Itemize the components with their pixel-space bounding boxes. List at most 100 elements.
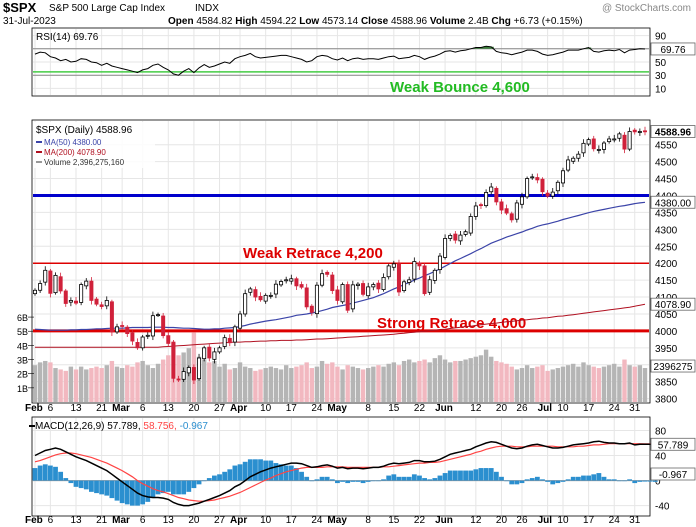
- strong-retrace-annotation: Strong Retrace 4,000: [377, 315, 526, 332]
- candle-body: [53, 274, 58, 294]
- macd-histogram-bar: [370, 480, 376, 482]
- candle-body: [591, 138, 596, 150]
- volume-bar: [217, 366, 222, 402]
- macd-histogram-bar: [119, 480, 125, 504]
- macd-histogram-bar: [294, 468, 299, 481]
- macd-histogram-bar: [109, 480, 115, 499]
- legend-entry: MA(50) 4380.00: [44, 138, 102, 147]
- macd-histogram-bar: [222, 471, 228, 481]
- x-tick-label: 13: [163, 403, 175, 414]
- macd-histogram-bar: [652, 480, 658, 482]
- macd-histogram-bar: [586, 475, 592, 481]
- candle-body: [422, 265, 427, 295]
- macd-histogram-bar: [288, 465, 294, 481]
- volume-bar: [422, 359, 427, 402]
- volume-bar: [335, 366, 340, 402]
- macd-histogram-bar: [468, 470, 474, 481]
- x-tick-label: Mar: [112, 515, 130, 526]
- macd-label-part: 58.756,: [143, 421, 179, 432]
- candle-body: [335, 289, 340, 301]
- volume-tick-label: 5B: [17, 327, 28, 337]
- price-value-box: [650, 195, 696, 209]
- x-tick-label: 8: [365, 403, 371, 414]
- rsi-line: [34, 45, 646, 76]
- macd-tick-label: 0: [655, 477, 661, 488]
- volume-bar: [376, 365, 381, 402]
- candle-body: [38, 283, 43, 291]
- x-tick-label: 13: [163, 515, 175, 526]
- volume-bar: [160, 359, 166, 402]
- volume-bar: [294, 366, 299, 402]
- volume-bar: [207, 362, 212, 402]
- candle-body: [273, 283, 278, 295]
- candle-body: [299, 284, 304, 288]
- candle-body: [412, 261, 417, 280]
- x-tick-label: Jun: [435, 403, 453, 414]
- candle-body: [468, 216, 473, 234]
- candle-body: [99, 304, 104, 307]
- macd-histogram-bar: [319, 476, 325, 481]
- x-tick-label: 13: [70, 515, 82, 526]
- macd-hist-value: -0.967: [659, 470, 688, 481]
- macd-label-part: -0.967: [180, 421, 209, 432]
- x-tick-label: 20: [188, 515, 200, 526]
- macd-histogram-bar: [422, 478, 427, 481]
- macd-histogram-bar: [611, 479, 617, 481]
- volume-bar: [273, 368, 279, 402]
- watermark: @ StockCharts.com: [602, 3, 691, 14]
- x-tick-label: 31: [629, 515, 641, 526]
- volume-bar: [601, 366, 607, 402]
- candle-body: [622, 134, 627, 150]
- volume-bar: [458, 360, 463, 402]
- volume-bar: [489, 356, 494, 402]
- price-tick-label: 4300: [655, 225, 678, 236]
- candle-body: [284, 279, 289, 282]
- macd-histogram-bar: [499, 476, 504, 481]
- candle-body: [530, 176, 535, 179]
- macd-tick-label: -40: [655, 502, 670, 513]
- macd-histogram-bar: [32, 468, 38, 481]
- candle-body: [350, 284, 355, 310]
- candle-body: [89, 280, 94, 301]
- macd-histogram-bar: [314, 479, 320, 481]
- x-tick-label: 27: [214, 403, 226, 414]
- volume-bar: [237, 362, 243, 402]
- volume-bar: [314, 366, 320, 402]
- x-tick-label: 26: [516, 403, 528, 414]
- volume-tick-label: 6B: [17, 313, 28, 323]
- macd-histogram-bar: [565, 479, 571, 481]
- macd-histogram-bar: [514, 480, 520, 485]
- macd-histogram-bar: [181, 480, 187, 495]
- volume-bar: [468, 358, 473, 402]
- volume-bar: [283, 365, 289, 402]
- candle-body: [68, 300, 73, 303]
- candle-body: [166, 335, 171, 344]
- macd-histogram-bar: [437, 475, 443, 481]
- x-tick-label: 26: [516, 515, 528, 526]
- volume-bar: [448, 362, 453, 402]
- ohlc-label: Low: [299, 16, 322, 27]
- macd-histogram-bar: [232, 465, 238, 481]
- ohlc-value: 4588.96: [391, 16, 430, 27]
- price-tick-label: 3800: [655, 395, 678, 406]
- macd-histogram-bar: [555, 480, 561, 484]
- candle-body: [489, 186, 494, 193]
- macd-histogram-bar: [42, 464, 48, 481]
- macd-histogram-bar: [381, 479, 386, 481]
- price-value-box: [650, 297, 696, 311]
- x-tick-label: Jun: [435, 515, 453, 526]
- candle-body: [135, 342, 140, 349]
- price-value: 4078.90: [655, 300, 692, 311]
- volume-bar: [319, 360, 325, 402]
- candle-body: [150, 315, 155, 337]
- volume-bar: [530, 368, 535, 402]
- volume-bar: [340, 369, 345, 402]
- x-tick-label: Feb: [25, 515, 43, 526]
- macd-histogram-bar: [401, 476, 407, 481]
- x-tick-label: 15: [388, 403, 400, 414]
- macd-histogram-bar: [237, 464, 243, 481]
- volume-bar: [73, 369, 79, 402]
- candle-body: [560, 170, 565, 184]
- macd-histogram-bar: [581, 475, 586, 481]
